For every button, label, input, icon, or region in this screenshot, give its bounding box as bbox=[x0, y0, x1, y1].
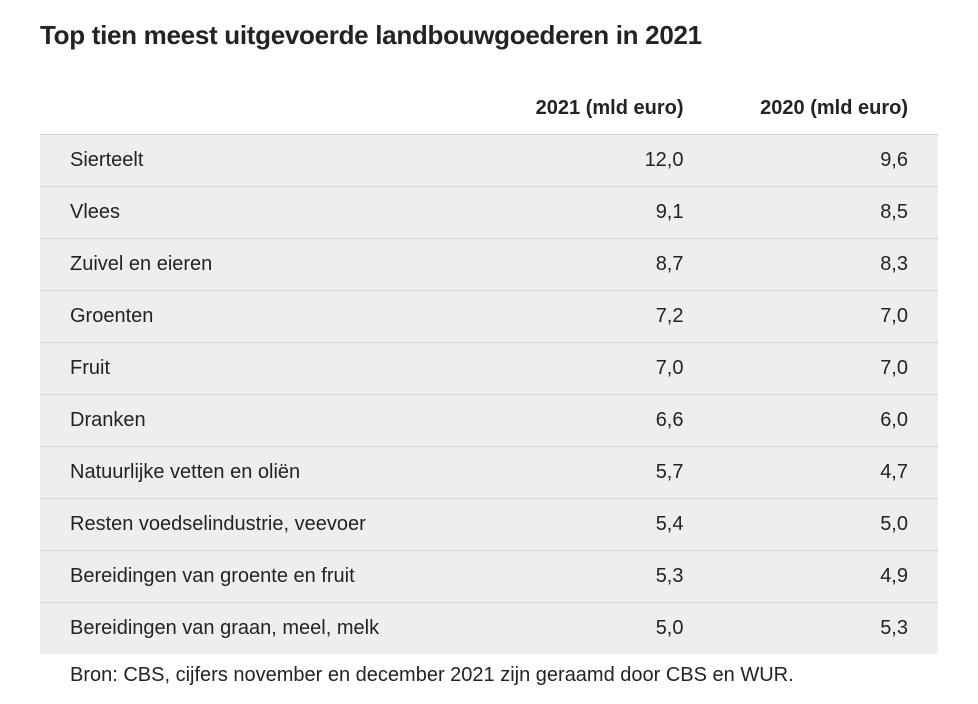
table-row: Fruit7,07,0 bbox=[40, 343, 938, 395]
row-label: Zuivel en eieren bbox=[40, 239, 489, 291]
row-value-2021: 7,2 bbox=[489, 291, 714, 343]
row-value-2020: 5,3 bbox=[714, 603, 939, 655]
table-row: Sierteelt12,09,6 bbox=[40, 135, 938, 187]
table-row: Natuurlijke vetten en oliën5,74,7 bbox=[40, 447, 938, 499]
row-value-2020: 4,9 bbox=[714, 551, 939, 603]
row-value-2021: 6,6 bbox=[489, 395, 714, 447]
table-row: Dranken6,66,0 bbox=[40, 395, 938, 447]
row-value-2020: 7,0 bbox=[714, 343, 939, 395]
row-value-2020: 6,0 bbox=[714, 395, 939, 447]
table-title: Top tien meest uitgevoerde landbouwgoede… bbox=[40, 20, 938, 51]
row-label: Bereidingen van graan, meel, melk bbox=[40, 603, 489, 655]
column-header-2021: 2021 (mld euro) bbox=[489, 87, 714, 135]
row-value-2021: 9,1 bbox=[489, 187, 714, 239]
row-label: Fruit bbox=[40, 343, 489, 395]
row-label: Dranken bbox=[40, 395, 489, 447]
row-value-2021: 5,3 bbox=[489, 551, 714, 603]
table-row: Bereidingen van graan, meel, melk5,05,3 bbox=[40, 603, 938, 655]
table-row: Groenten7,27,0 bbox=[40, 291, 938, 343]
row-label: Groenten bbox=[40, 291, 489, 343]
row-value-2020: 7,0 bbox=[714, 291, 939, 343]
row-value-2020: 4,7 bbox=[714, 447, 939, 499]
column-header-2020: 2020 (mld euro) bbox=[714, 87, 939, 135]
row-value-2020: 8,5 bbox=[714, 187, 939, 239]
row-value-2021: 5,7 bbox=[489, 447, 714, 499]
row-value-2020: 5,0 bbox=[714, 499, 939, 551]
table-source: Bron: CBS, cijfers november en december … bbox=[40, 664, 938, 687]
row-value-2021: 8,7 bbox=[489, 239, 714, 291]
table-header-row: 2021 (mld euro) 2020 (mld euro) bbox=[40, 87, 938, 135]
row-value-2021: 12,0 bbox=[489, 135, 714, 187]
table-row: Bereidingen van groente en fruit5,34,9 bbox=[40, 551, 938, 603]
table-row: Resten voedselindustrie, veevoer5,45,0 bbox=[40, 499, 938, 551]
row-value-2020: 8,3 bbox=[714, 239, 939, 291]
agri-exports-table: 2021 (mld euro) 2020 (mld euro) Sierteel… bbox=[40, 87, 938, 654]
row-value-2020: 9,6 bbox=[714, 135, 939, 187]
row-label: Vlees bbox=[40, 187, 489, 239]
row-label: Resten voedselindustrie, veevoer bbox=[40, 499, 489, 551]
row-value-2021: 7,0 bbox=[489, 343, 714, 395]
row-label: Sierteelt bbox=[40, 135, 489, 187]
row-value-2021: 5,0 bbox=[489, 603, 714, 655]
column-header-label bbox=[40, 87, 489, 135]
table-row: Zuivel en eieren8,78,3 bbox=[40, 239, 938, 291]
row-label: Natuurlijke vetten en oliën bbox=[40, 447, 489, 499]
row-value-2021: 5,4 bbox=[489, 499, 714, 551]
row-label: Bereidingen van groente en fruit bbox=[40, 551, 489, 603]
table-row: Vlees9,18,5 bbox=[40, 187, 938, 239]
